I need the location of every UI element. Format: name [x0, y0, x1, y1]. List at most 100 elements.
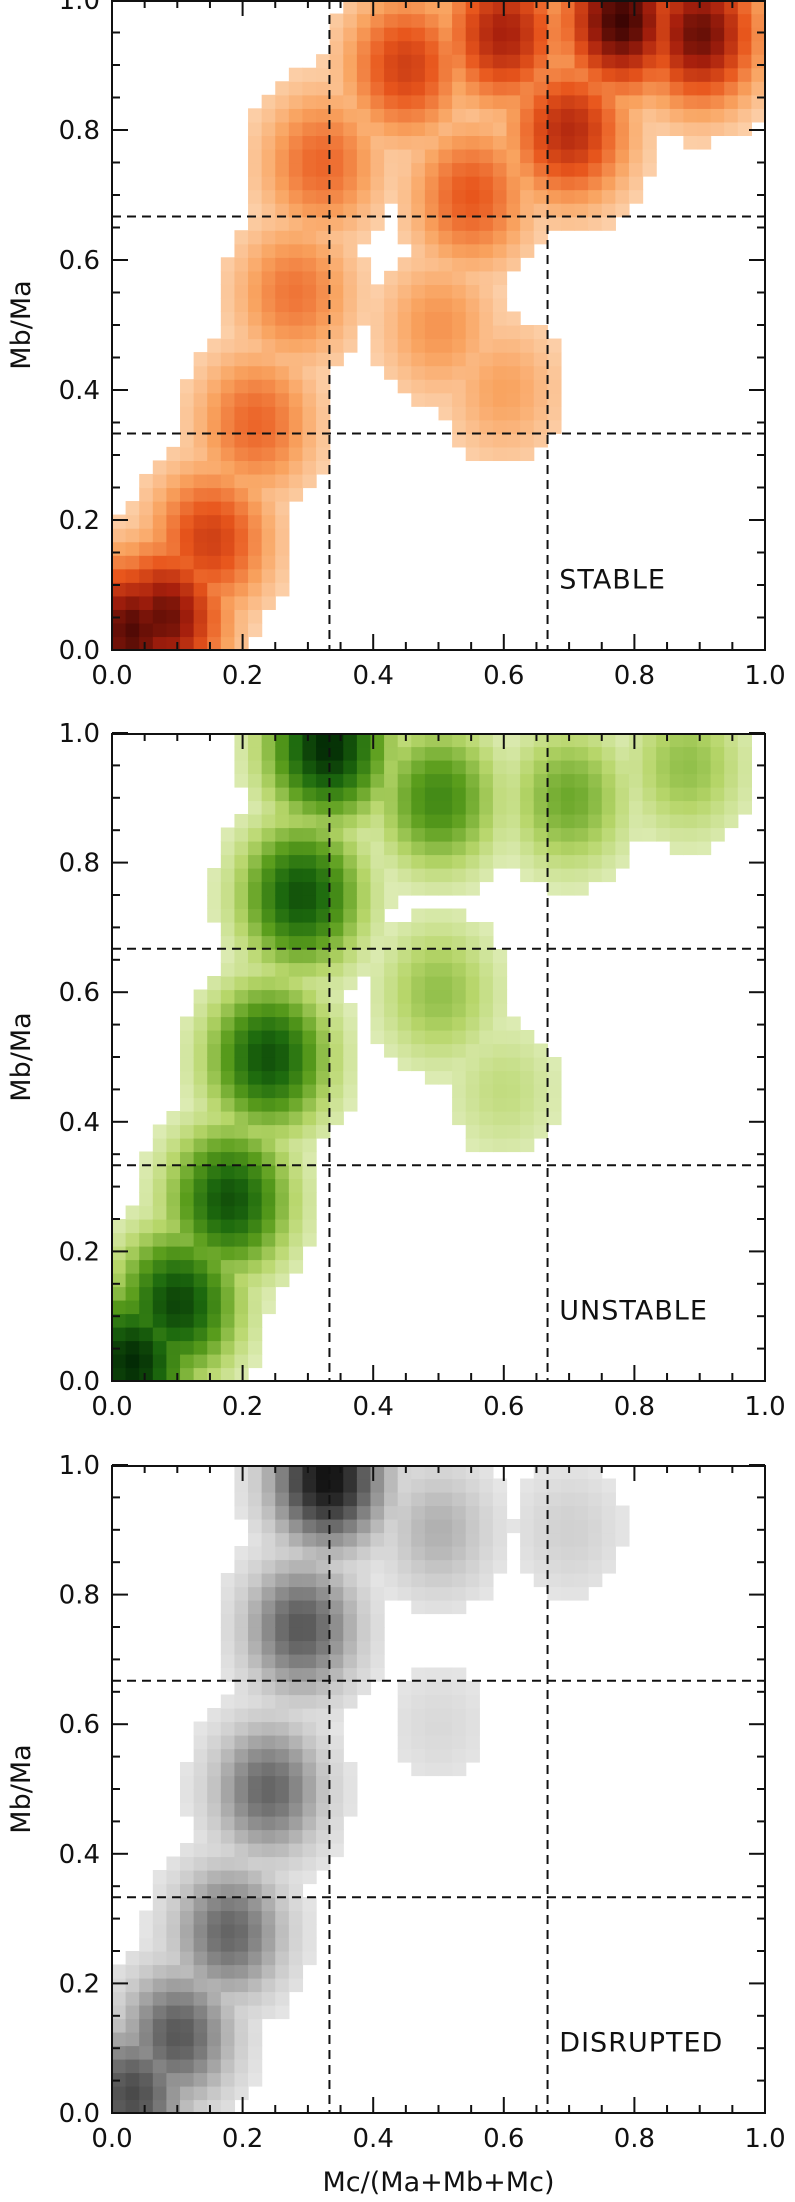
density-cell — [356, 67, 372, 82]
density-cell — [166, 1910, 181, 1925]
density-cell — [465, 379, 480, 394]
density-cell — [424, 1465, 440, 1480]
density-cell — [329, 230, 344, 245]
density-cell — [316, 148, 331, 164]
density-cell — [560, 162, 576, 177]
density-cell — [220, 2018, 236, 2033]
density-cell — [316, 881, 331, 896]
density-cell — [248, 121, 263, 137]
density-cell — [384, 773, 399, 788]
density-cell — [356, 881, 372, 896]
density-cell — [248, 1286, 263, 1301]
density-cell — [424, 379, 440, 394]
density-cell — [547, 773, 562, 788]
density-cell — [302, 827, 317, 842]
density-cell — [248, 379, 263, 394]
density-cell — [275, 1816, 290, 1831]
density-cell — [683, 108, 698, 123]
density-cell — [220, 2086, 236, 2101]
density-cell — [506, 135, 521, 150]
density-cell — [248, 1924, 263, 1939]
density-cell — [424, 148, 440, 164]
density-cell — [152, 1910, 168, 1925]
density-cell — [424, 949, 440, 964]
density-cell — [492, 773, 508, 788]
density-cell — [642, 121, 657, 137]
density-cell — [356, 787, 372, 802]
density-cell — [220, 1084, 236, 1099]
density-cell — [533, 135, 548, 150]
density-cell — [438, 379, 453, 394]
density-cell — [152, 1273, 168, 1288]
density-cell — [220, 1030, 236, 1045]
density-cell — [112, 2005, 127, 2020]
density-cell — [302, 108, 317, 123]
density-cell — [656, 787, 671, 802]
density-cell — [397, 1694, 412, 1709]
density-cell — [193, 1327, 208, 1342]
density-cell — [275, 1829, 290, 1844]
density-cell — [397, 94, 412, 109]
density-cell — [397, 1057, 412, 1072]
density-cell — [152, 2045, 168, 2060]
density-cell — [696, 787, 712, 802]
density-cell — [261, 555, 276, 570]
density-cell — [424, 176, 440, 191]
density-cell — [492, 216, 508, 231]
density-cell — [696, 108, 712, 123]
density-cell — [588, 814, 603, 829]
density-cell — [193, 1030, 208, 1045]
density-cell — [234, 1300, 249, 1315]
density-cell — [424, 1735, 440, 1750]
density-cell — [261, 800, 276, 815]
density-cell — [343, 854, 358, 869]
density-cell — [533, 1478, 548, 1493]
density-cell — [465, 962, 480, 977]
density-cell — [261, 1057, 276, 1072]
density-cell — [669, 746, 684, 761]
density-cell — [533, 148, 548, 164]
density-cell — [465, 27, 480, 42]
density-cell — [492, 1003, 508, 1018]
density-cell — [397, 216, 412, 231]
density-cell — [560, 787, 576, 802]
density-cell — [452, 162, 467, 177]
density-cell — [384, 40, 399, 55]
density-cell — [207, 338, 222, 353]
density-cell — [479, 1546, 494, 1561]
density-cell — [234, 514, 249, 529]
density-cell — [411, 773, 426, 788]
density-cell — [343, 176, 358, 191]
density-cell — [261, 1829, 276, 1844]
density-cell — [112, 1259, 127, 1274]
density-cell — [533, 814, 548, 829]
density-cell — [112, 1991, 127, 2006]
density-cell — [574, 176, 589, 191]
density-cell — [261, 1816, 276, 1831]
density-cell — [288, 1519, 304, 1534]
density-cell — [207, 1043, 222, 1058]
density-cell — [125, 1978, 140, 1993]
density-cell — [452, 352, 467, 367]
density-cell — [261, 1124, 276, 1139]
density-cell — [329, 1546, 344, 1561]
density-cell — [452, 54, 467, 69]
density-cell — [166, 1192, 181, 1207]
density-cell — [261, 787, 276, 802]
density-cell — [520, 365, 535, 380]
density-cell — [139, 622, 154, 638]
density-cell — [329, 841, 344, 856]
density-cell — [397, 935, 412, 950]
density-cell — [424, 203, 440, 218]
density-cell — [275, 1151, 290, 1166]
density-cell — [724, 733, 739, 748]
density-cell — [601, 67, 616, 82]
density-cell — [152, 1367, 168, 1382]
density-cell — [112, 1327, 127, 1342]
density-cell — [220, 827, 236, 842]
density-cell — [275, 1559, 290, 1574]
density-cell — [275, 1910, 290, 1925]
density-cell — [261, 433, 276, 448]
density-cell — [479, 1465, 494, 1480]
density-cell — [411, 325, 426, 340]
